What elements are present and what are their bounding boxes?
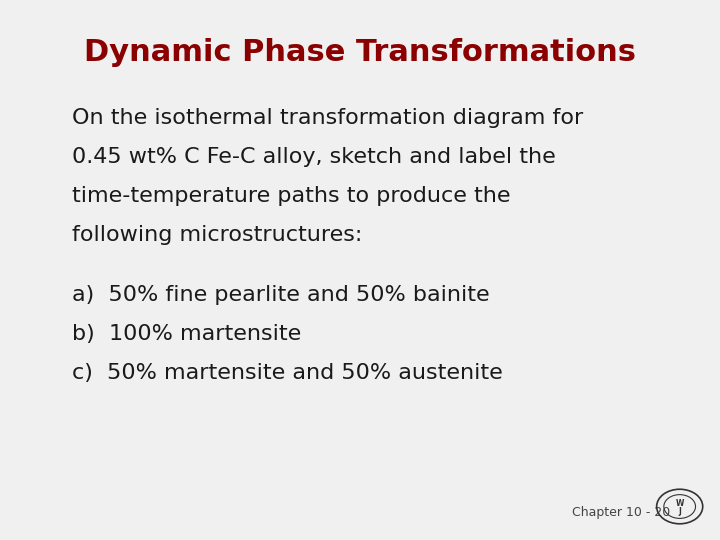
Text: Dynamic Phase Transformations: Dynamic Phase Transformations (84, 38, 636, 67)
Text: Chapter 10 - 20: Chapter 10 - 20 (572, 507, 670, 519)
Text: a)  50% fine pearlite and 50% bainite: a) 50% fine pearlite and 50% bainite (72, 285, 490, 305)
Text: c)  50% martensite and 50% austenite: c) 50% martensite and 50% austenite (72, 363, 503, 383)
Text: time-temperature paths to produce the: time-temperature paths to produce the (72, 186, 510, 206)
Text: following microstructures:: following microstructures: (72, 225, 362, 245)
Text: 0.45 wt% C Fe-C alloy, sketch and label the: 0.45 wt% C Fe-C alloy, sketch and label … (72, 147, 556, 167)
Text: W: W (675, 499, 684, 508)
Text: J: J (678, 508, 681, 516)
Text: On the isothermal transformation diagram for: On the isothermal transformation diagram… (72, 108, 583, 128)
Text: b)  100% martensite: b) 100% martensite (72, 324, 301, 344)
